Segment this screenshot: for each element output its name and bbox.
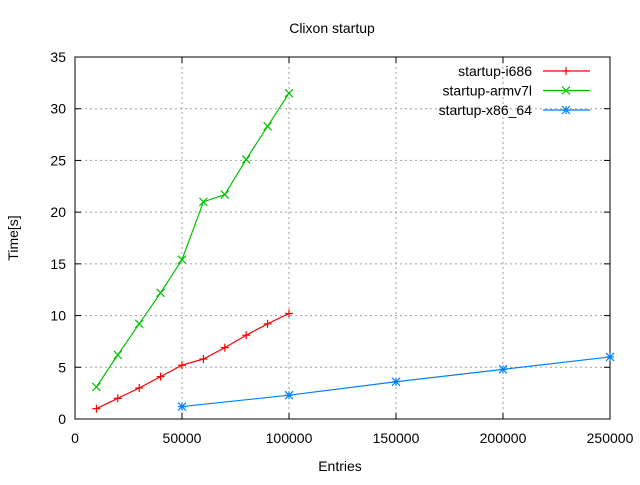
data-point (113, 350, 123, 360)
data-point-stroke (284, 88, 294, 98)
series-group (91, 88, 615, 413)
legend-label: startup-armv7l (443, 83, 532, 99)
y-tick-label: 15 (50, 256, 66, 272)
y-tick-label: 35 (50, 49, 66, 65)
x-tick-label: 250000 (587, 430, 634, 446)
chart-title: Clixon startup (289, 20, 375, 36)
x-tick-label: 0 (71, 430, 79, 446)
data-point-stroke (91, 382, 101, 392)
data-point (391, 377, 401, 387)
y-tick-label: 5 (58, 359, 66, 375)
legend-marker (561, 105, 571, 115)
data-point (285, 309, 293, 318)
x-tick-label: 150000 (373, 430, 420, 446)
data-point (220, 343, 229, 352)
data-point (605, 352, 615, 362)
data-point (91, 382, 101, 392)
y-axis-label: Time[s] (5, 215, 21, 260)
x-tick-label: 100000 (266, 430, 313, 446)
data-point-stroke (263, 121, 273, 131)
y-tick-label: 20 (50, 204, 66, 220)
data-point (156, 372, 165, 381)
data-point (241, 154, 251, 164)
data-point (284, 88, 294, 98)
data-point (92, 404, 101, 413)
data-point (198, 197, 208, 207)
data-point (199, 355, 208, 364)
data-point-stroke (220, 190, 230, 199)
data-point (263, 121, 273, 131)
data-point (177, 402, 187, 412)
data-point (156, 288, 166, 298)
series-line (95, 92, 290, 388)
data-point-stroke (605, 352, 615, 362)
data-point (177, 255, 187, 265)
plot-frame (74, 56, 611, 420)
series-startup-armv7l (91, 88, 294, 392)
legend-label: startup-x86_64 (439, 102, 533, 118)
data-point (263, 319, 272, 328)
data-point-stroke (177, 402, 187, 412)
series-startup-i686 (92, 309, 293, 413)
data-point-stroke (113, 350, 123, 360)
data-point (220, 190, 230, 199)
data-point-stroke (198, 197, 208, 207)
data-point-stroke (177, 255, 187, 265)
data-point (113, 394, 122, 403)
legend-marker (561, 86, 571, 95)
series-line (96, 312, 290, 410)
x-axis-label: Entries (318, 458, 362, 474)
data-point-stroke (241, 154, 251, 164)
x-tick-label: 50000 (163, 430, 202, 446)
data-point (284, 390, 294, 400)
legend: startup-i686 startup-armv7l startup-x86_64 (439, 63, 590, 118)
legend-marker-stroke (561, 86, 571, 95)
legend-marker (562, 67, 570, 75)
data-point (178, 361, 186, 370)
data-point (134, 319, 144, 329)
data-point-stroke (391, 377, 401, 387)
data-point (135, 383, 144, 392)
y-tick-label: 25 (50, 152, 66, 168)
axis-ticks: 0 50000 100000 150000 200000 250000 0 5 10 15 20 25… (50, 49, 633, 446)
data-point (242, 331, 251, 340)
legend-label: startup-i686 (458, 63, 532, 79)
y-tick-label: 10 (50, 308, 66, 324)
y-tick-label: 30 (50, 101, 66, 117)
data-point (498, 364, 508, 374)
data-point-stroke (498, 364, 508, 374)
data-point-stroke (156, 288, 166, 298)
data-point-stroke (284, 390, 294, 400)
y-tick-label: 0 (58, 411, 66, 427)
legend-marker-stroke (561, 105, 571, 115)
x-tick-label: 200000 (480, 430, 527, 446)
series-startup-x86_64 (177, 352, 615, 412)
data-point-stroke (134, 319, 144, 329)
